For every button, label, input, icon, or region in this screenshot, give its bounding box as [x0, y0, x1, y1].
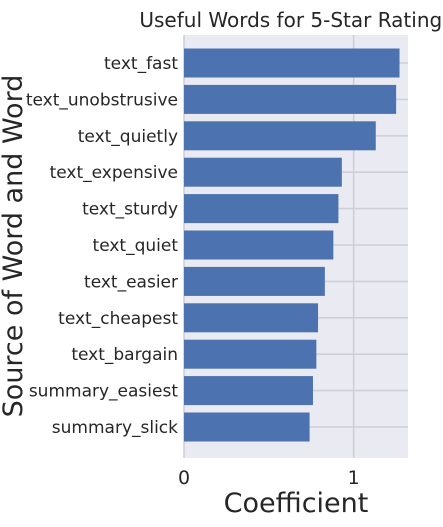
- bar-text_easier: [184, 266, 325, 296]
- bar-text_bargain: [184, 339, 317, 369]
- y-axis-label: Source of Word and Word: [0, 75, 29, 418]
- bar-text_unobstrusive: [184, 84, 397, 114]
- bar-summary_easiest: [184, 376, 313, 406]
- y-tick-label: summary_slick: [52, 418, 178, 438]
- x-tick-label: 0: [178, 467, 190, 489]
- chart-title: Useful Words for 5-Star Ratings: [139, 8, 443, 32]
- x-axis-label: Coefficient: [224, 488, 369, 519]
- y-tick-label: summary_easiest: [29, 382, 178, 402]
- bar-summary_slick: [184, 412, 310, 442]
- y-tick-label: text_unobstrusive: [26, 90, 178, 110]
- y-tick-label: text_sturdy: [82, 200, 178, 220]
- bars: [184, 48, 400, 442]
- y-tick-label: text_quiet: [93, 236, 179, 256]
- bar-text_expensive: [184, 157, 342, 187]
- bar-text_cheapest: [184, 303, 319, 333]
- y-tick-label: text_fast: [104, 54, 178, 74]
- bar-text_quietly: [184, 121, 376, 151]
- y-tick-labels: text_fast text_unobstrusive text_quietlyte…: [26, 54, 179, 438]
- y-tick-label: text_quietly: [78, 127, 178, 147]
- bar-text_sturdy: [184, 194, 339, 224]
- y-tick-label: text_easier: [84, 272, 178, 292]
- bar-text_fast: [184, 48, 400, 78]
- y-tick-label: text_expensive: [50, 163, 178, 183]
- y-tick-label: text_cheapest: [58, 309, 178, 329]
- y-tick-label: text_bargain: [71, 345, 178, 365]
- bar-text_quiet: [184, 230, 334, 260]
- x-tick-label: 1: [348, 467, 360, 489]
